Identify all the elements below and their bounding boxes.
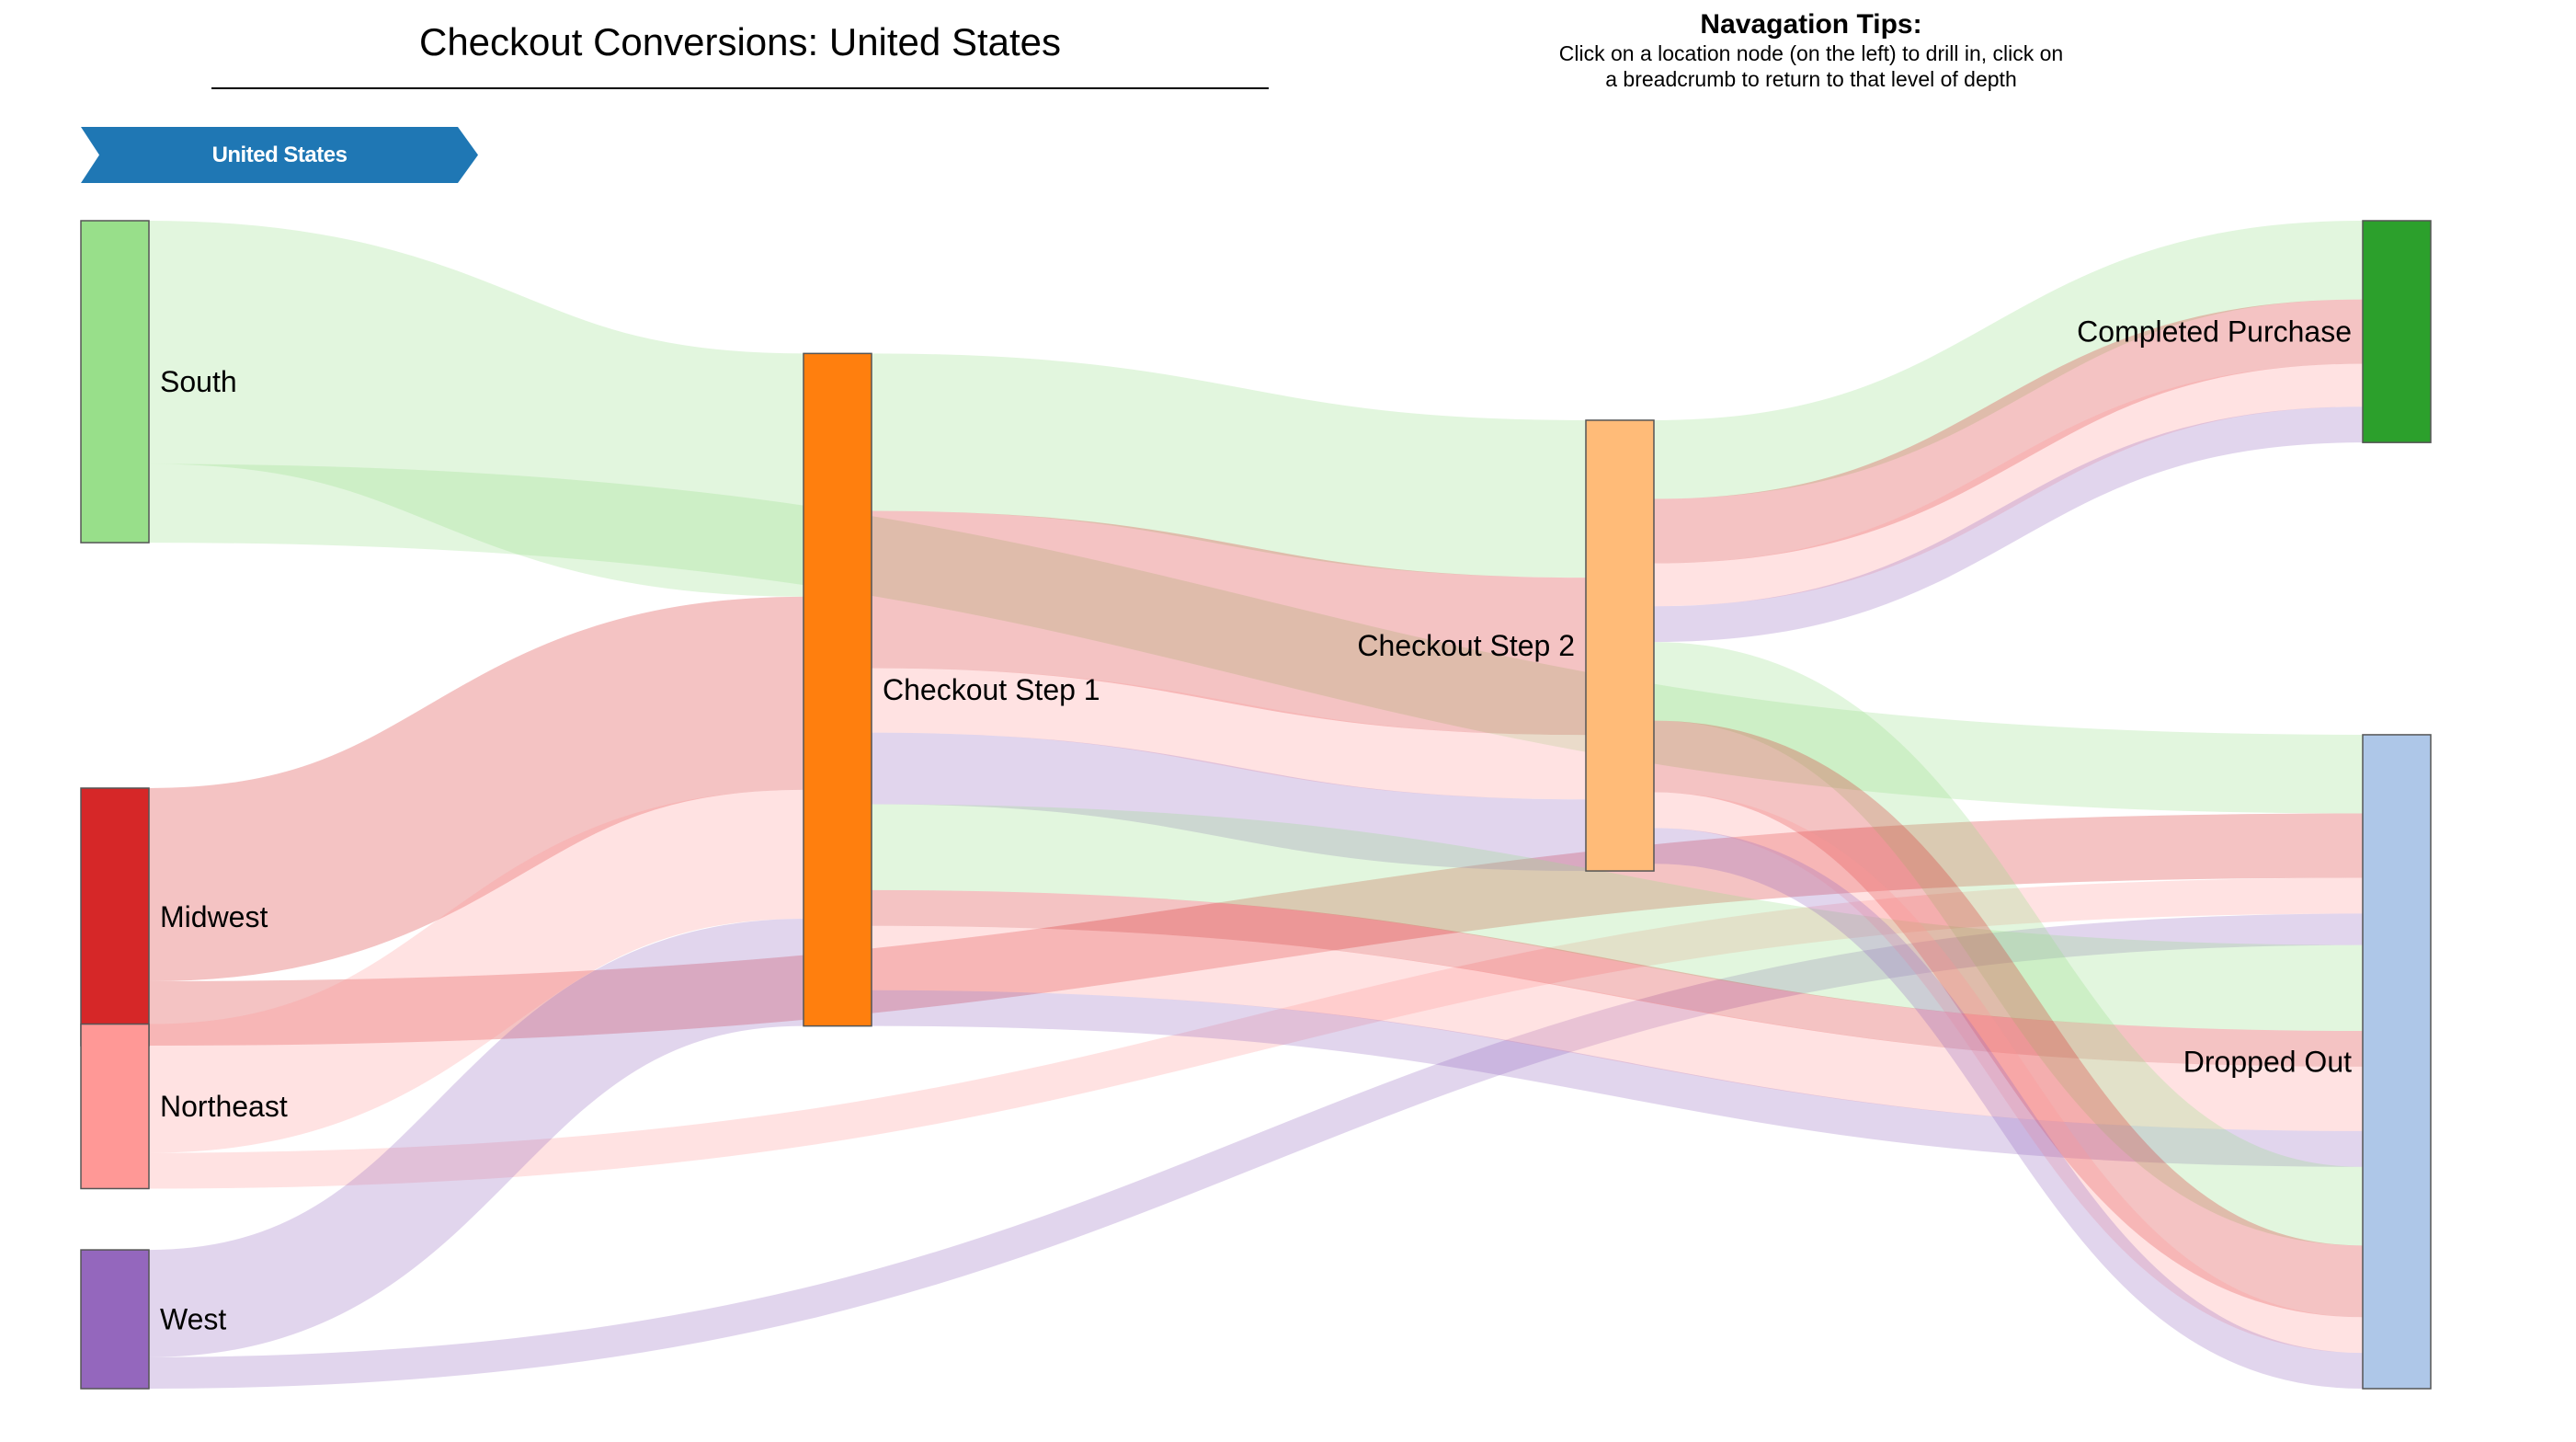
link-step2-to-completed-northeast — [1653, 363, 2364, 607]
navigation-tips: Navagation Tips: Click on a location nod… — [1462, 9, 2160, 92]
link-midwest-to-step1-midwest — [148, 596, 804, 982]
node-northeast[interactable] — [80, 1023, 150, 1190]
node-label-northeast: Northeast — [160, 1090, 288, 1123]
link-step2-to-dropped-midwest — [1653, 720, 2364, 1318]
link-step1-to-dropped-midwest — [871, 889, 2364, 1067]
link-step2-to-dropped-south — [1653, 642, 2364, 1246]
breadcrumb-united-states[interactable]: United States — [81, 127, 478, 183]
tips-body: Click on a location node (on the left) t… — [1558, 41, 2064, 91]
link-step1-to-dropped-west — [871, 990, 2364, 1167]
node-step1 — [803, 352, 872, 1027]
link-step1-to-step2-west — [871, 732, 1587, 872]
link-step1-to-dropped-south — [871, 804, 2364, 1032]
node-label-step1: Checkout Step 1 — [883, 673, 1100, 706]
node-label-midwest: Midwest — [160, 900, 268, 933]
link-step1-to-step2-midwest — [871, 510, 1587, 736]
link-northeast-to-dropped-northeast — [148, 877, 2364, 1189]
node-completed — [2362, 220, 2432, 443]
node-step2 — [1585, 419, 1655, 872]
link-south-to-step1-south — [148, 221, 804, 597]
link-step2-to-dropped-west — [1653, 828, 2364, 1389]
tips-heading: Navagation Tips: — [1700, 9, 1922, 40]
link-step2-to-completed-west — [1653, 406, 2364, 643]
link-northeast-to-step1-northeast — [148, 789, 804, 1153]
link-step2-to-completed-midwest — [1653, 299, 2364, 564]
link-step2-to-dropped-northeast — [1653, 792, 2364, 1354]
link-step2-to-completed-south — [1653, 221, 2364, 499]
chart-title: Checkout Conversions: United States — [418, 20, 1062, 63]
title-underline — [211, 87, 1269, 89]
breadcrumb-shape — [81, 127, 478, 183]
nodes-layer — [80, 220, 2432, 1390]
link-step1-to-step2-northeast — [871, 668, 1587, 800]
link-step1-to-dropped-northeast — [871, 925, 2364, 1131]
node-west[interactable] — [80, 1249, 150, 1390]
link-south-to-dropped-south — [148, 464, 2364, 814]
node-dropped — [2362, 734, 2432, 1390]
node-label-step2: Checkout Step 2 — [1357, 629, 1575, 662]
links-layer — [148, 221, 2364, 1389]
node-label-south: South — [160, 365, 237, 398]
node-label-completed: Completed Purchase — [2077, 315, 2352, 349]
link-west-to-dropped-west — [148, 913, 2364, 1389]
node-midwest[interactable] — [80, 787, 150, 1047]
link-midwest-to-dropped-midwest — [148, 813, 2364, 1047]
node-label-dropped: Dropped Out — [2183, 1045, 2352, 1078]
node-south[interactable] — [80, 220, 150, 544]
labels-layer: South Midwest Northeast West Checkout Step 1… — [160, 315, 2352, 1336]
breadcrumb-label: United States — [211, 143, 348, 167]
link-west-to-step1-west — [148, 918, 804, 1357]
link-step1-to-step2-south — [871, 353, 1587, 578]
node-label-west: West — [160, 1303, 226, 1336]
